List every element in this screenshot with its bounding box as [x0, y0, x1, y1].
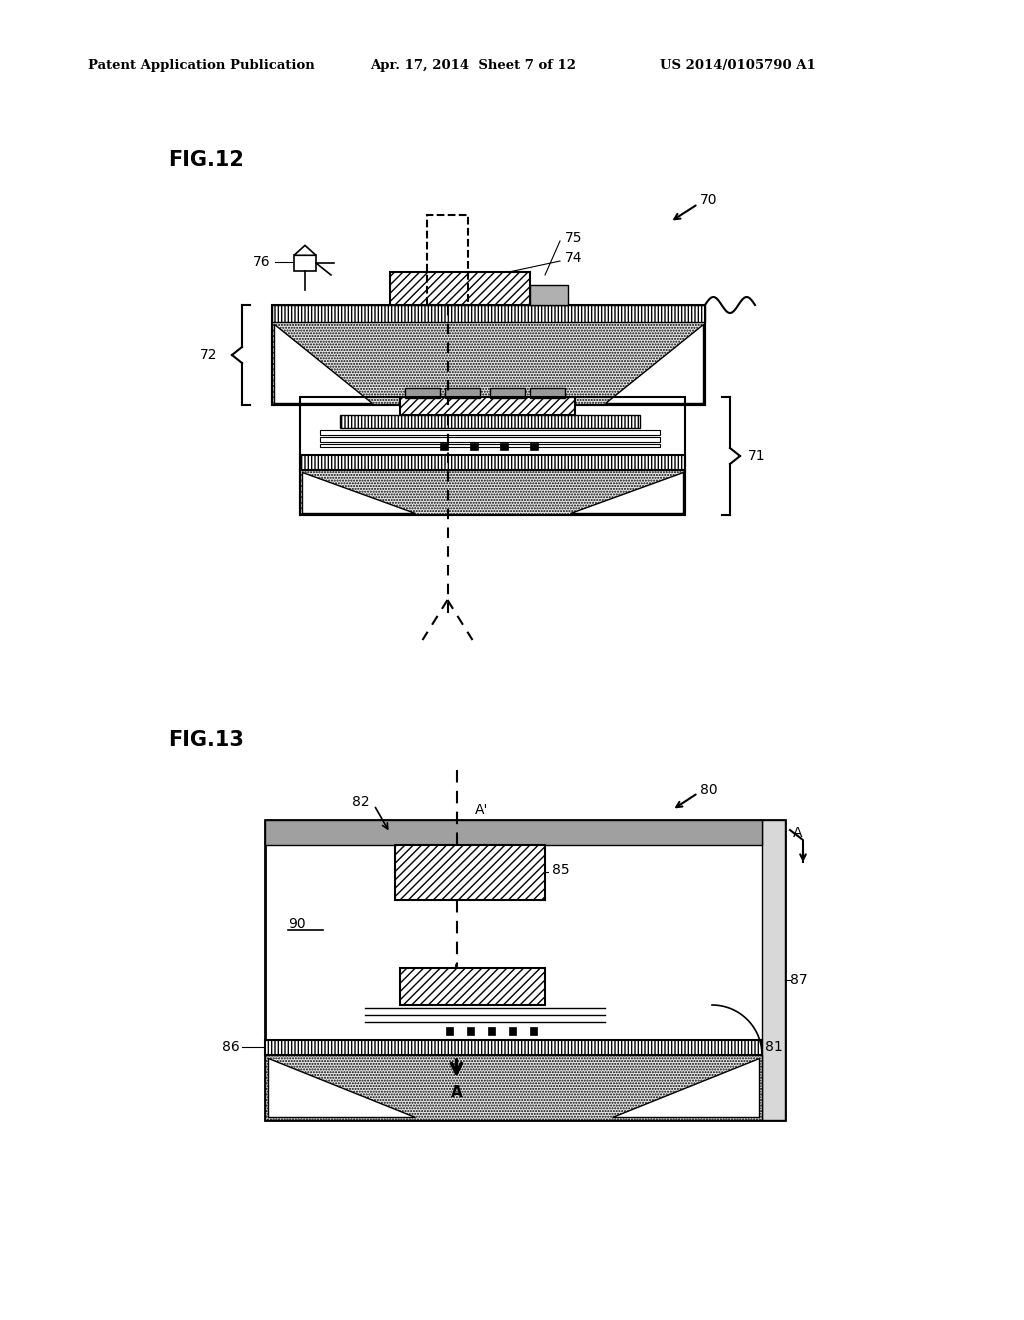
Bar [294, 255, 316, 271]
Bar [467, 1027, 474, 1035]
Bar [272, 305, 705, 322]
Bar [319, 437, 660, 442]
Polygon shape [570, 473, 683, 513]
Bar [265, 820, 762, 845]
Bar [406, 388, 440, 399]
Bar [427, 215, 468, 305]
Bar [530, 444, 538, 450]
Bar [272, 305, 705, 405]
Text: 76: 76 [252, 255, 270, 269]
Text: 72: 72 [200, 348, 217, 362]
Bar [446, 1027, 453, 1035]
Bar [390, 272, 530, 305]
Bar [319, 444, 660, 447]
Text: 74: 74 [565, 251, 583, 265]
Bar [530, 1027, 537, 1035]
Polygon shape [268, 1059, 415, 1117]
Text: FIG.12: FIG.12 [168, 150, 244, 170]
Text: 85: 85 [552, 863, 569, 876]
Text: FIG.13: FIG.13 [168, 730, 244, 750]
Bar [445, 388, 480, 399]
Text: 80: 80 [700, 783, 718, 797]
Bar [530, 388, 565, 399]
Bar [319, 430, 660, 436]
Bar [340, 414, 640, 428]
Bar [440, 444, 449, 450]
Text: 81: 81 [765, 1040, 782, 1053]
Text: 75: 75 [565, 231, 583, 246]
Text: Patent Application Publication: Patent Application Publication [88, 58, 314, 71]
Text: Apr. 17, 2014  Sheet 7 of 12: Apr. 17, 2014 Sheet 7 of 12 [370, 58, 575, 71]
Bar [400, 968, 545, 1005]
Bar [265, 1055, 762, 1119]
Polygon shape [302, 473, 415, 513]
Text: A: A [451, 1085, 463, 1100]
Bar [509, 1027, 516, 1035]
Bar [488, 1027, 495, 1035]
Text: 71: 71 [748, 449, 766, 463]
Polygon shape [605, 323, 703, 403]
Bar [300, 470, 685, 515]
Text: 70: 70 [700, 193, 718, 207]
Bar [265, 820, 785, 1119]
Bar [500, 444, 508, 450]
Text: 86: 86 [222, 1040, 240, 1053]
Bar [470, 444, 478, 450]
Text: US 2014/0105790 A1: US 2014/0105790 A1 [660, 58, 816, 71]
Bar [395, 845, 545, 900]
Polygon shape [612, 1059, 759, 1117]
Bar [272, 322, 705, 405]
Bar [530, 285, 568, 305]
Text: A': A' [474, 803, 487, 817]
Bar [300, 397, 685, 515]
Text: A: A [793, 826, 803, 840]
Bar [490, 388, 525, 399]
Polygon shape [294, 246, 316, 255]
Bar [762, 820, 785, 1119]
Text: 90: 90 [288, 917, 305, 931]
Text: 82: 82 [352, 795, 370, 809]
Bar [300, 455, 685, 470]
Text: 87: 87 [790, 973, 808, 987]
Polygon shape [274, 323, 372, 403]
Bar [265, 1040, 762, 1055]
Bar [400, 397, 575, 414]
